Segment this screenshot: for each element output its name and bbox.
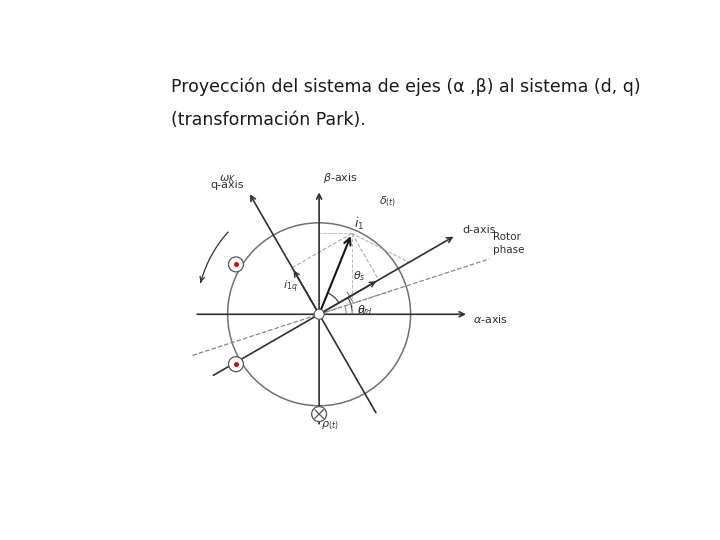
Text: Proyección del sistema de ejes (α ,β) al sistema (d, q): Proyección del sistema de ejes (α ,β) al…: [171, 77, 641, 96]
Circle shape: [228, 257, 243, 272]
Text: d-axis: d-axis: [462, 225, 495, 235]
Text: $\delta_{(t)}$: $\delta_{(t)}$: [379, 194, 397, 209]
Circle shape: [314, 309, 324, 319]
Text: $\alpha$-axis: $\alpha$-axis: [473, 313, 508, 325]
Circle shape: [312, 407, 327, 422]
Text: $\theta_r$: $\theta_r$: [357, 303, 369, 316]
Text: $i_1$: $i_1$: [354, 217, 364, 232]
Text: Rotor
phase: Rotor phase: [493, 233, 525, 255]
Text: (transformación Park).: (transformación Park).: [171, 111, 366, 129]
Text: $\rho_{(t)}$: $\rho_{(t)}$: [320, 420, 338, 432]
Text: q-axis: q-axis: [211, 180, 244, 190]
Text: $i_{1q}$: $i_{1q}$: [283, 278, 297, 295]
Text: $i_{1d}$: $i_{1d}$: [357, 303, 372, 318]
Text: $\omega_K$: $\omega_K$: [219, 173, 236, 185]
Circle shape: [228, 357, 243, 372]
Text: $\beta$-axis: $\beta$-axis: [323, 171, 358, 185]
Text: $\theta_s$: $\theta_s$: [353, 269, 365, 282]
